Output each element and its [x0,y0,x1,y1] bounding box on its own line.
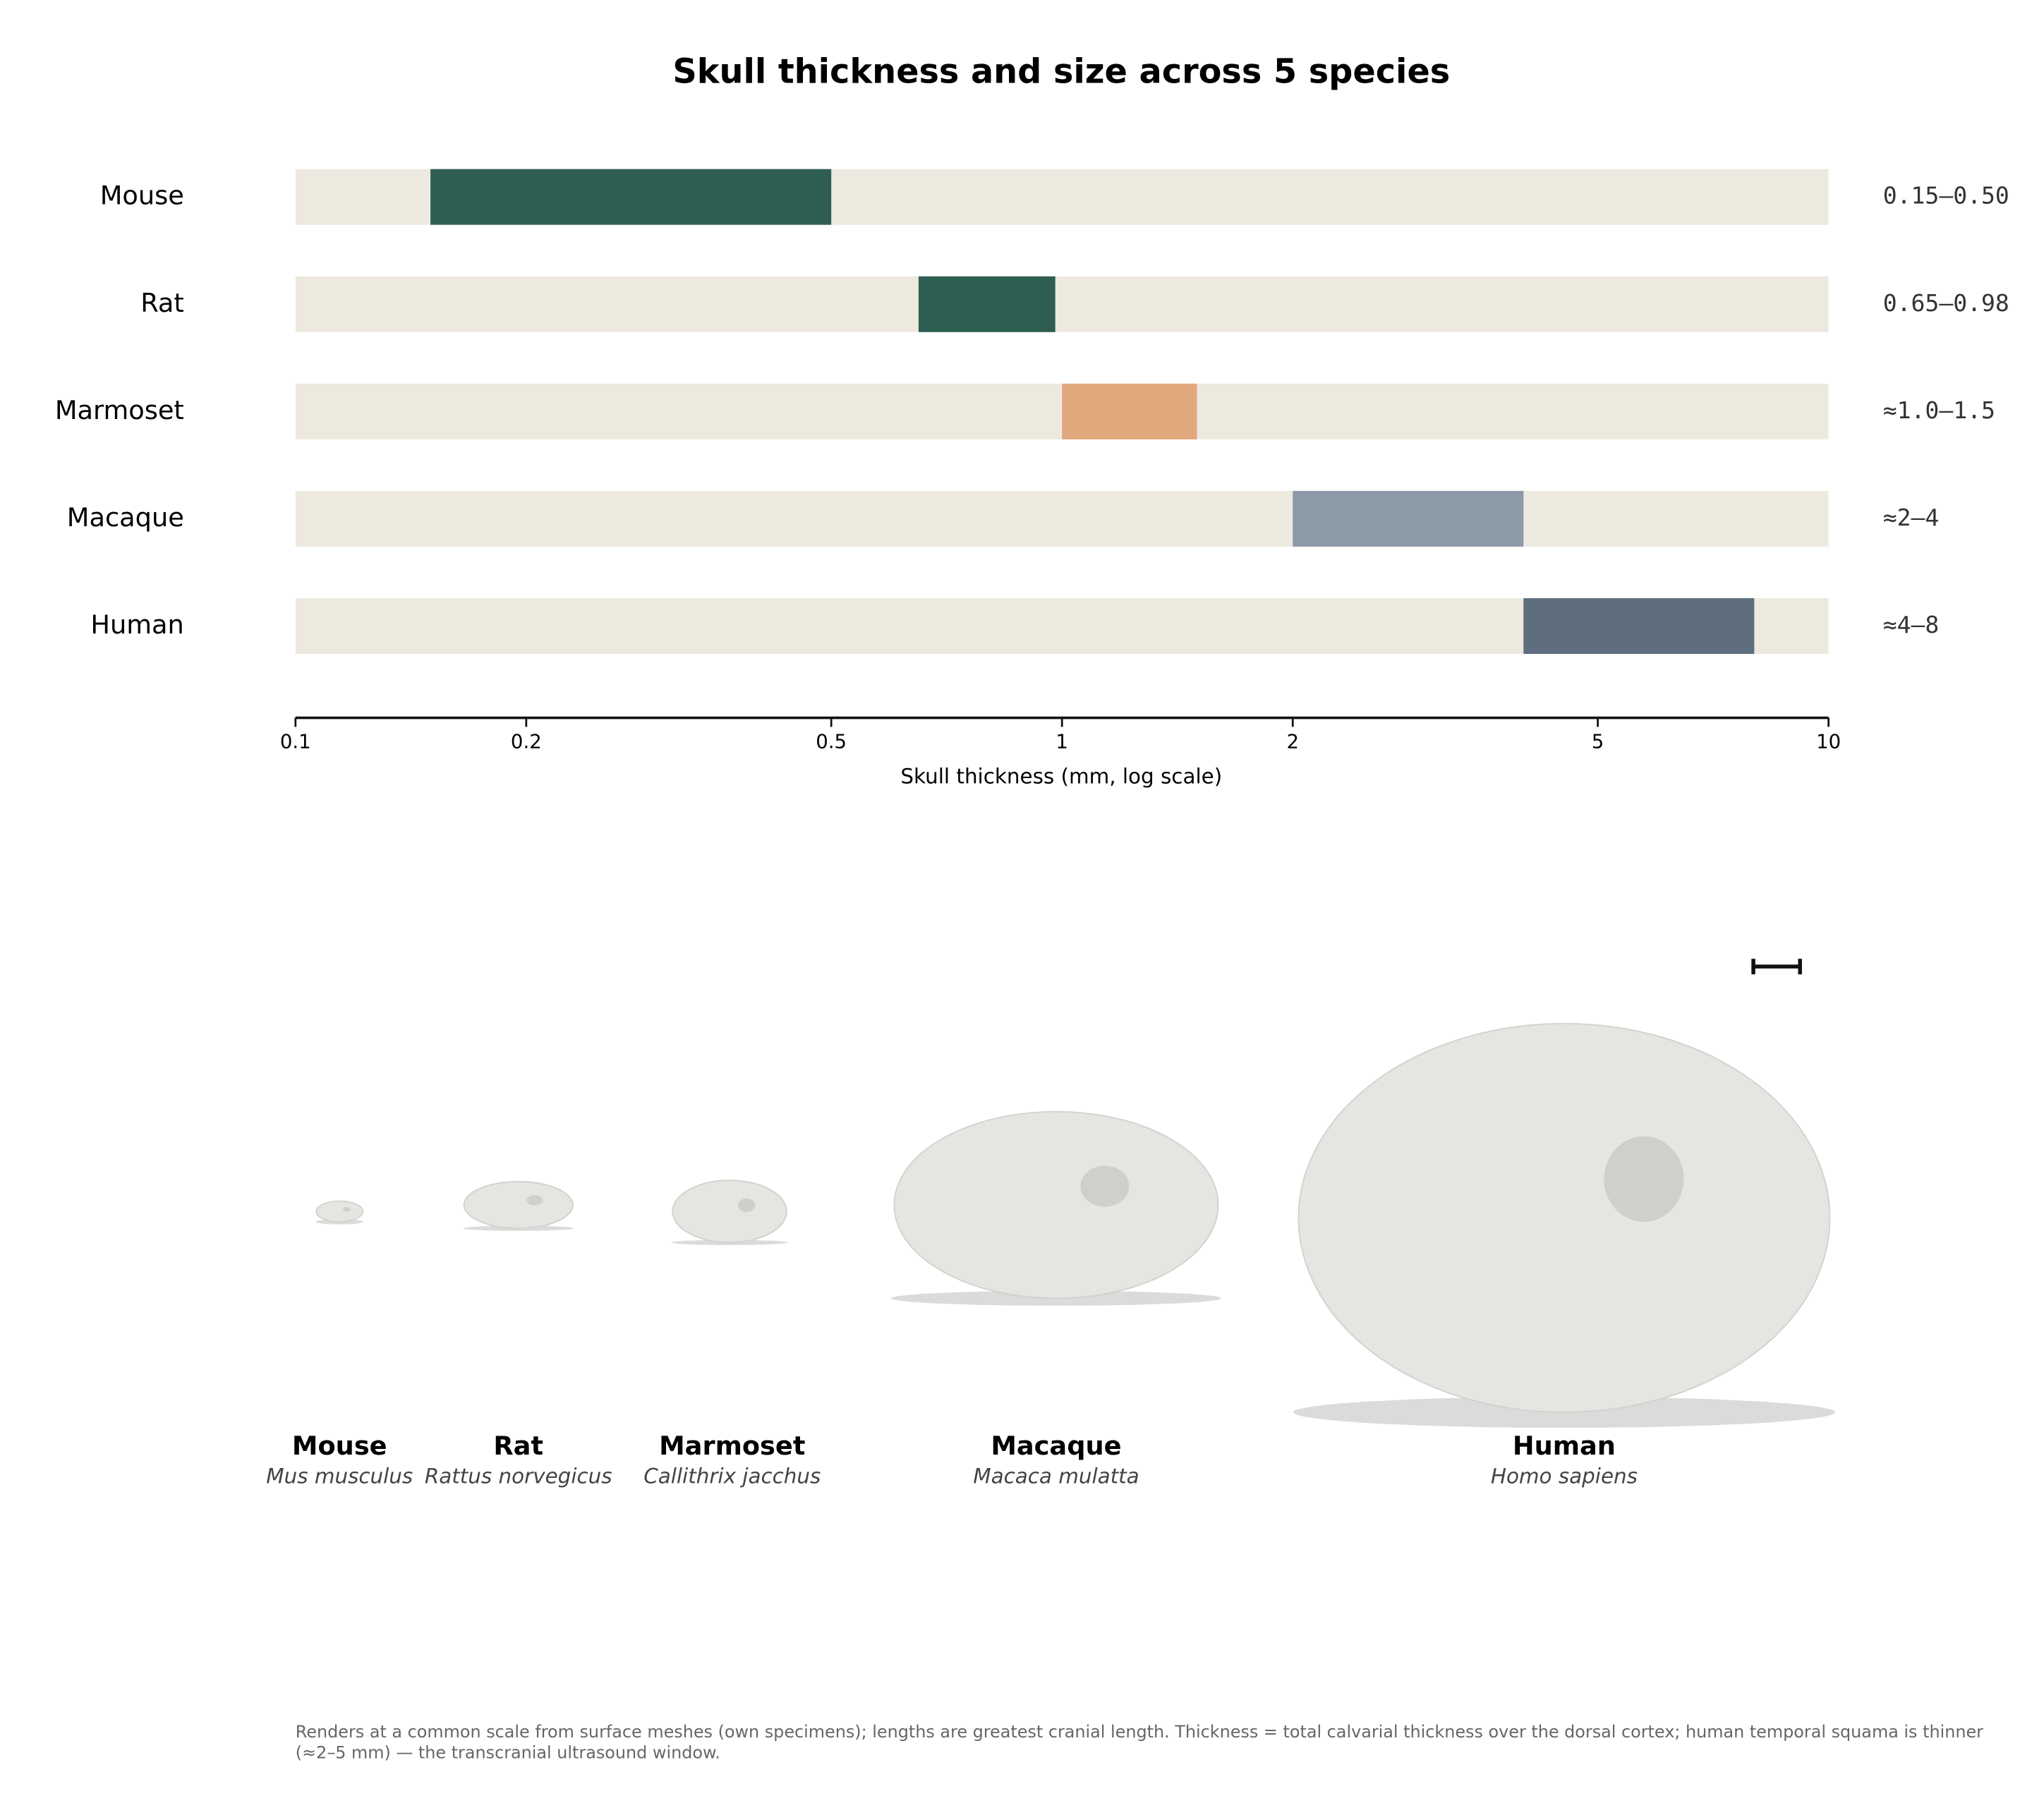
skull-orbit [343,1207,351,1212]
range-label: 0.15–0.50 [1883,182,2009,210]
note-box: Renders at a common scale from surface m… [295,1723,1984,1764]
range-bar [1293,490,1524,547]
specimen-latin: Callithrix jacchus [643,1464,821,1488]
category-label: Human [90,609,183,640]
skull-orbit [1080,1165,1130,1207]
skull [463,1181,574,1230]
skull-orbit [526,1195,543,1206]
range-bar [1062,383,1197,439]
x-tick-label: 1 [1056,730,1068,753]
specimen-latin: Mus musculus [266,1464,413,1488]
range-label: 0.65–0.98 [1883,289,2009,317]
chart-title: Skull thickness and size across 5 specie… [672,53,1450,92]
x-axis-label: Skull thickness (mm, log scale) [900,765,1222,789]
specimen-latin: Rattus norvegicus [425,1464,612,1488]
track [295,276,1829,332]
x-tick-label: 0.2 [511,730,542,753]
specimen-latin: Macaca mulatta [973,1464,1139,1488]
x-tick-label: 0.5 [816,730,847,753]
range-label: ≈4–8 [1883,611,1940,638]
specimen-name: Human [1513,1431,1616,1461]
skull-orbit [1604,1136,1684,1222]
specimen-name: Rat [493,1431,543,1461]
skull [1298,1023,1831,1413]
category-label: Marmoset [55,395,184,425]
specimen-latin: Homo sapiens [1491,1464,1638,1488]
x-tick-label: 10 [1816,730,1841,753]
range-bar [1523,598,1755,654]
category-label: Mouse [100,181,184,211]
x-tick-label: 0.1 [280,730,311,753]
range-label: ≈1.0–1.5 [1883,396,1995,424]
skull [315,1200,364,1223]
skull-orbit [738,1198,756,1213]
skull [672,1179,787,1244]
range-bar [430,169,832,225]
scale-bar [1751,959,1802,975]
x-tick-label: 2 [1286,730,1299,753]
track [295,490,1829,547]
skull [893,1110,1219,1299]
range-label: ≈2–4 [1883,504,1940,531]
range-bar [918,276,1056,332]
x-tick-label: 5 [1592,730,1604,753]
category-label: Rat [140,288,184,318]
specimen-name: Marmoset [659,1431,805,1461]
specimen-name: Macaque [991,1431,1121,1461]
category-label: Macaque [67,502,184,533]
footnote: Renders at a common scale from surface m… [295,1723,1984,1764]
specimen-name: Mouse [292,1431,387,1461]
